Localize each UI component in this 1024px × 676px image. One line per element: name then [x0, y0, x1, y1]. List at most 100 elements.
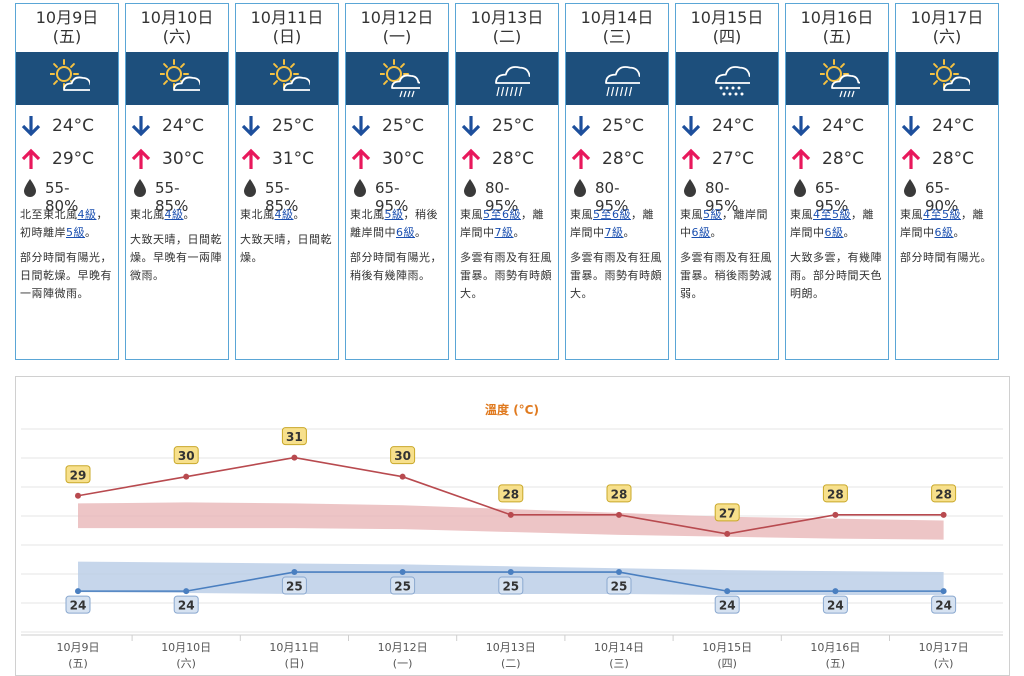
- wind-text-part: 。: [513, 226, 525, 239]
- data-label: 28: [822, 484, 848, 503]
- humidity: 80-95%: [705, 179, 739, 215]
- wind-force-link[interactable]: 5級: [703, 208, 722, 221]
- min-temp: 25°C: [272, 116, 315, 136]
- wind-text-part: 東北風: [130, 208, 165, 221]
- wind-text-part: 東風: [460, 208, 483, 221]
- temperature-chart-svg: 溫度 (°C) 29 30 31 30 28 28 27 28 28 24 24 25 25 25 25 24 2…: [21, 402, 1003, 670]
- data-point: [291, 454, 298, 461]
- arrow-up-icon: [790, 147, 812, 171]
- max-temp: 28°C: [602, 149, 645, 169]
- data-point: [507, 511, 514, 518]
- sunny-periods-icon: [270, 59, 310, 91]
- data-label: 30: [390, 446, 416, 465]
- wind-force-link[interactable]: 4級: [164, 208, 184, 221]
- x-tick-weekday: (二): [501, 657, 521, 670]
- wind-force-link[interactable]: 5級: [384, 208, 404, 221]
- humidity: 55-85%: [265, 179, 299, 215]
- arrow-up-icon: [130, 147, 152, 171]
- wind-text: 東風5至6級，離岸間中7級。: [460, 206, 555, 242]
- data-point: [183, 588, 190, 595]
- wind-force-link[interactable]: 6級: [691, 226, 711, 239]
- x-tick-label: 10月9日: [57, 641, 100, 654]
- data-label: 27: [714, 503, 740, 522]
- wind-text: 東北風4級。: [240, 206, 335, 224]
- data-point: [724, 588, 731, 595]
- wind-text-part: 東北風: [240, 208, 275, 221]
- x-tick-weekday: (四): [717, 657, 737, 670]
- arrow-down-icon: [240, 114, 262, 138]
- svg-text:25: 25: [286, 580, 303, 594]
- data-point: [75, 492, 81, 499]
- forecast-date: 10月15日: [690, 8, 764, 27]
- forecast-card: 10月9日 (五) 24°C 29°C 55-80% 北至東北風4級，初時離岸5級。 部分時…: [15, 3, 119, 360]
- data-label: 24: [931, 595, 957, 614]
- data-label: 25: [281, 576, 307, 595]
- wind-force-link[interactable]: 5至6級: [483, 208, 521, 221]
- min-temp: 25°C: [492, 116, 535, 136]
- forecast-weekday: (一): [382, 27, 412, 46]
- x-tick-weekday: (六): [934, 657, 954, 670]
- min-temp: 24°C: [932, 116, 975, 136]
- weather-icon-bar: [786, 52, 888, 105]
- wind-text-part: 。: [415, 226, 427, 239]
- wind-text-part: 。: [85, 226, 97, 239]
- forecast-cards: 10月9日 (五) 24°C 29°C 55-80% 北至東北風4級，初時離岸5級。 部分時…: [15, 3, 1010, 362]
- humidity: 65-95%: [815, 179, 849, 215]
- weather-icon-bar: [236, 52, 338, 105]
- svg-text:28: 28: [611, 487, 628, 501]
- humidity: 65-95%: [375, 179, 409, 215]
- cloud-icon: [943, 76, 970, 91]
- arrow-up-icon: [680, 147, 702, 171]
- svg-text:29: 29: [70, 468, 87, 482]
- forecast-card: 10月10日 (六) 24°C 30°C 55-85% 東北風4級。 大致天晴，日間乾燥。早…: [125, 3, 229, 360]
- svg-text:24: 24: [178, 599, 195, 613]
- wind-text-part: 東風: [790, 208, 813, 221]
- svg-text:28: 28: [502, 487, 519, 501]
- forecast-weekday: (五): [52, 27, 82, 46]
- wind-force-link[interactable]: 7級: [494, 226, 514, 239]
- cloud-icon: [715, 66, 750, 84]
- wind-force-link[interactable]: 6級: [824, 226, 844, 239]
- arrow-down-icon: [20, 114, 42, 138]
- arrow-up-icon: [20, 147, 42, 171]
- data-point: [940, 588, 947, 595]
- wind-force-link[interactable]: 4至5級: [923, 208, 961, 221]
- min-temp: 24°C: [822, 116, 865, 136]
- wind-force-link[interactable]: 5至6級: [593, 208, 631, 221]
- cloud-icon: [831, 74, 860, 89]
- sunny-periods-showers-icon: [380, 59, 420, 98]
- weather-icon-bar: [566, 52, 668, 105]
- forecast-date: 10月16日: [800, 8, 874, 27]
- max-temp: 30°C: [162, 149, 205, 169]
- data-label: 24: [173, 595, 199, 614]
- data-point: [832, 588, 839, 595]
- wind-text: 北至東北風4級，初時離岸5級。: [20, 206, 115, 242]
- arrow-down-icon: [570, 114, 592, 138]
- humidity: 80-95%: [485, 179, 519, 215]
- data-label: 24: [65, 595, 91, 614]
- humidity: 55-85%: [155, 179, 189, 215]
- weather-description: 多雲有雨及有狂風雷暴。雨勢有時頗大。: [460, 251, 552, 300]
- cloud-icon: [495, 66, 530, 84]
- weather-description: 部分時間有陽光。: [900, 251, 992, 264]
- x-tick-label: 10月12日: [378, 641, 428, 654]
- weather-description: 部分時間有陽光，稍後有幾陣雨。: [350, 251, 442, 282]
- forecast-card: 10月13日 (二) 25°C 28°C 80-95% 東風5至6級，離岸間中7級。 多雲有…: [455, 3, 559, 360]
- wind-force-link[interactable]: 4至5級: [813, 208, 851, 221]
- data-label: 30: [173, 446, 199, 465]
- wind-force-link[interactable]: 6級: [396, 226, 415, 239]
- raindrop-icon: [22, 177, 44, 201]
- wind-force-link[interactable]: 7級: [604, 226, 624, 239]
- wind-force-link[interactable]: 4級: [77, 208, 97, 221]
- data-point: [616, 569, 622, 576]
- wind-force-link[interactable]: 6級: [934, 226, 954, 239]
- cloud-icon: [173, 76, 200, 91]
- forecast-card: 10月12日 (一) 25°C 30°C 65-95% 東北風5級，稍後離岸間中6級。 部分…: [345, 3, 449, 360]
- wind-text-part: ，初時離岸: [20, 208, 108, 239]
- weather-description: 多雲有雨及有狂風雷暴。稍後雨勢減弱。: [680, 251, 772, 300]
- data-label: 24: [822, 595, 848, 614]
- x-tick-label: 10月15日: [702, 641, 752, 654]
- wind-force-link[interactable]: 5級: [66, 226, 85, 239]
- raindrop-icon: [242, 177, 264, 201]
- wind-force-link[interactable]: 4級: [274, 208, 294, 221]
